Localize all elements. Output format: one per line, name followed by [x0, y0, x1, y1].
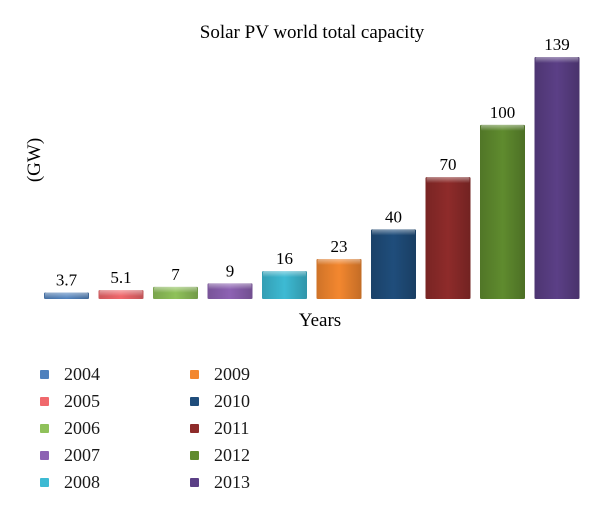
legend-item-2009: 2009	[190, 362, 250, 386]
legend-label: 2008	[64, 472, 100, 492]
data-label-2009: 23	[331, 237, 348, 256]
bar-2012	[480, 124, 525, 299]
legend-label: 2009	[214, 364, 250, 384]
legend-item-2013: 2013	[190, 470, 250, 494]
legend-item-2011: 2011	[190, 416, 249, 440]
legend-swatch	[40, 423, 49, 433]
legend-swatch	[40, 477, 49, 487]
bar-2009	[316, 258, 362, 299]
bar-2008	[262, 271, 307, 299]
bar-2010	[371, 229, 416, 299]
chart-title: Solar PV world total capacity	[200, 22, 425, 43]
legend: 2004 2005 2006 2007 2008 2009 2010 2011 2012 2013	[40, 362, 340, 497]
data-labels-group: 3.7 5.1 7 9 16 23 40 70 100 139	[56, 35, 570, 290]
data-label-2004: 3.7	[56, 271, 78, 290]
legend-label: 2005	[64, 391, 100, 411]
legend-swatch	[190, 369, 199, 379]
bar-2013	[534, 57, 580, 299]
data-label-2013: 139	[544, 35, 570, 54]
legend-swatch	[190, 477, 199, 487]
bar-2004	[44, 292, 89, 299]
bar-2006	[153, 286, 198, 299]
legend-item-2005: 2005	[40, 389, 100, 413]
x-axis-label: Years	[299, 310, 341, 331]
legend-swatch	[40, 450, 49, 460]
bars-group	[44, 57, 580, 299]
legend-label: 2007	[64, 445, 100, 465]
data-label-2011: 70	[440, 155, 457, 174]
legend-label: 2004	[64, 364, 100, 384]
legend-swatch	[190, 423, 199, 433]
legend-label: 2013	[214, 472, 250, 492]
legend-label: 2006	[64, 418, 100, 438]
legend-item-2010: 2010	[190, 389, 250, 413]
data-label-2012: 100	[490, 103, 516, 122]
legend-label: 2011	[214, 418, 250, 438]
legend-item-2008: 2008	[40, 470, 100, 494]
legend-item-2007: 2007	[40, 443, 100, 467]
legend-swatch	[40, 396, 49, 406]
legend-swatch	[40, 369, 49, 379]
legend-label: 2010	[214, 391, 250, 411]
legend-item-2012: 2012	[190, 443, 250, 467]
data-label-2010: 40	[385, 207, 402, 226]
y-axis-label: (GW)	[24, 138, 45, 182]
data-label-2006: 7	[171, 265, 180, 284]
bar-2011	[425, 177, 471, 299]
data-label-2007: 9	[226, 261, 235, 280]
legend-swatch	[190, 450, 199, 460]
legend-swatch	[190, 396, 199, 406]
data-label-2005: 5.1	[110, 268, 131, 287]
legend-item-2004: 2004	[40, 362, 100, 386]
legend-item-2006: 2006	[40, 416, 100, 440]
data-label-2008: 16	[276, 249, 293, 268]
bar-2007	[207, 283, 253, 299]
legend-label: 2012	[214, 445, 250, 465]
bar-2005	[98, 290, 144, 299]
